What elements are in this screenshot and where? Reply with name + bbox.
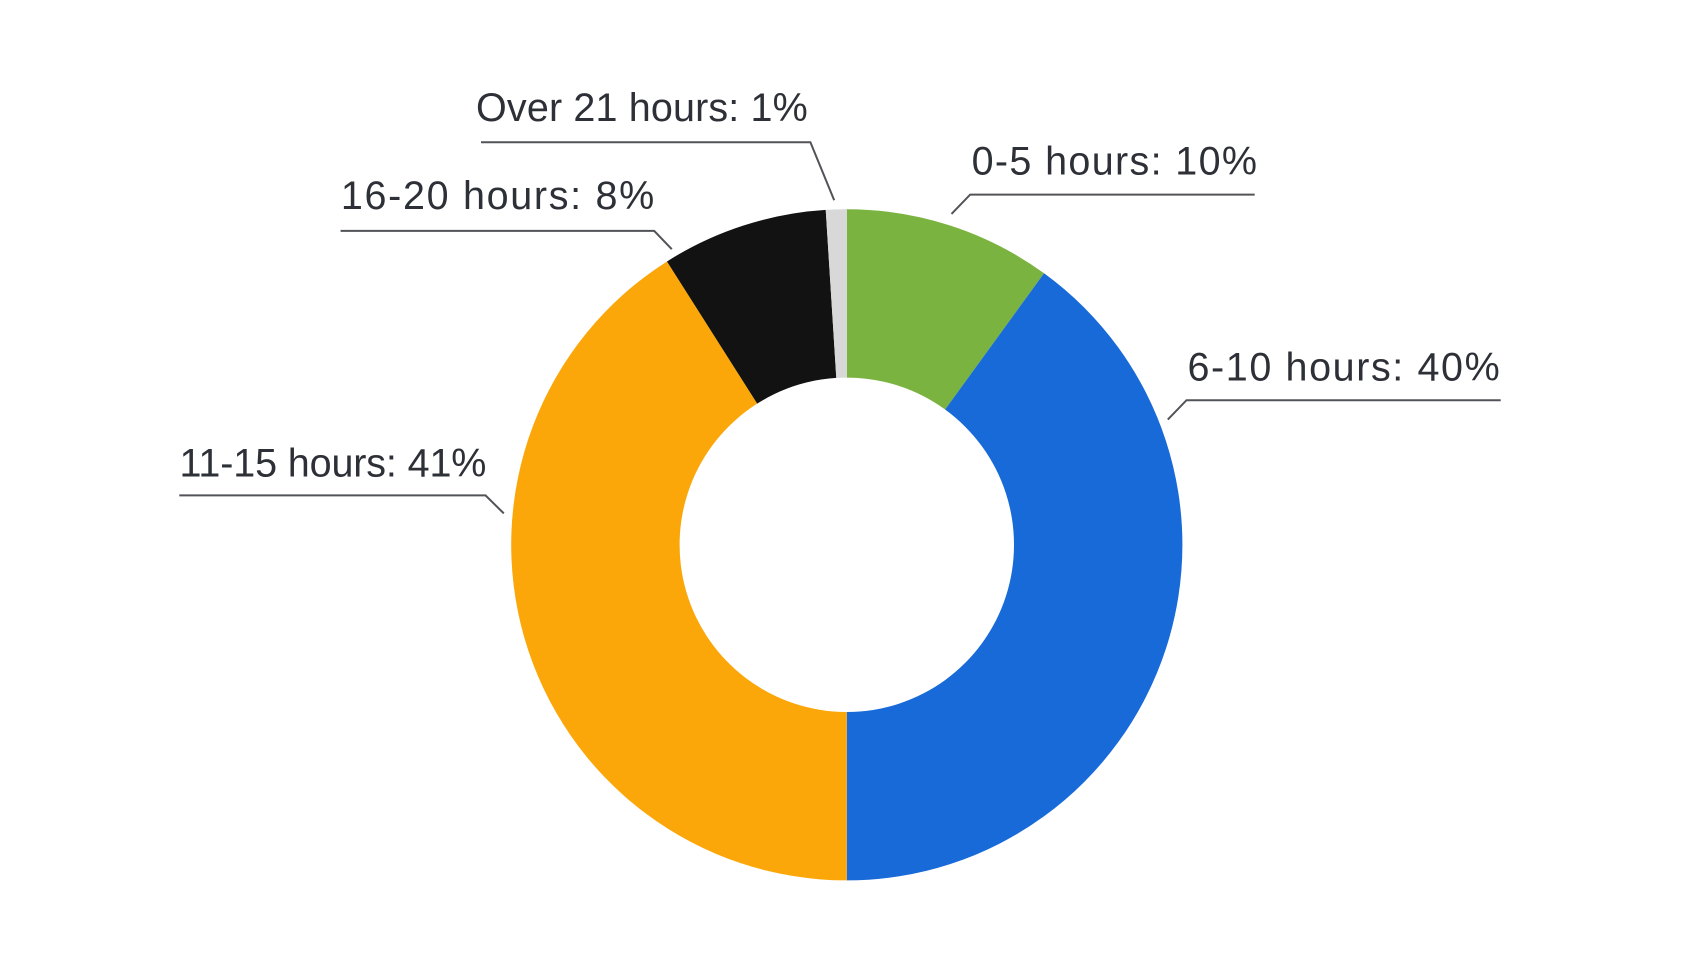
svg-text:6-10 hours: 40%: 6-10 hours: 40% bbox=[1187, 345, 1501, 389]
svg-text:11-15 hours: 41%: 11-15 hours: 41% bbox=[179, 442, 486, 486]
svg-text:16-20 hours: 8%: 16-20 hours: 8% bbox=[341, 174, 656, 218]
svg-text:0-5 hours: 10%: 0-5 hours: 10% bbox=[972, 140, 1259, 184]
svg-text:Over 21 hours: 1%: Over 21 hours: 1% bbox=[476, 86, 808, 130]
